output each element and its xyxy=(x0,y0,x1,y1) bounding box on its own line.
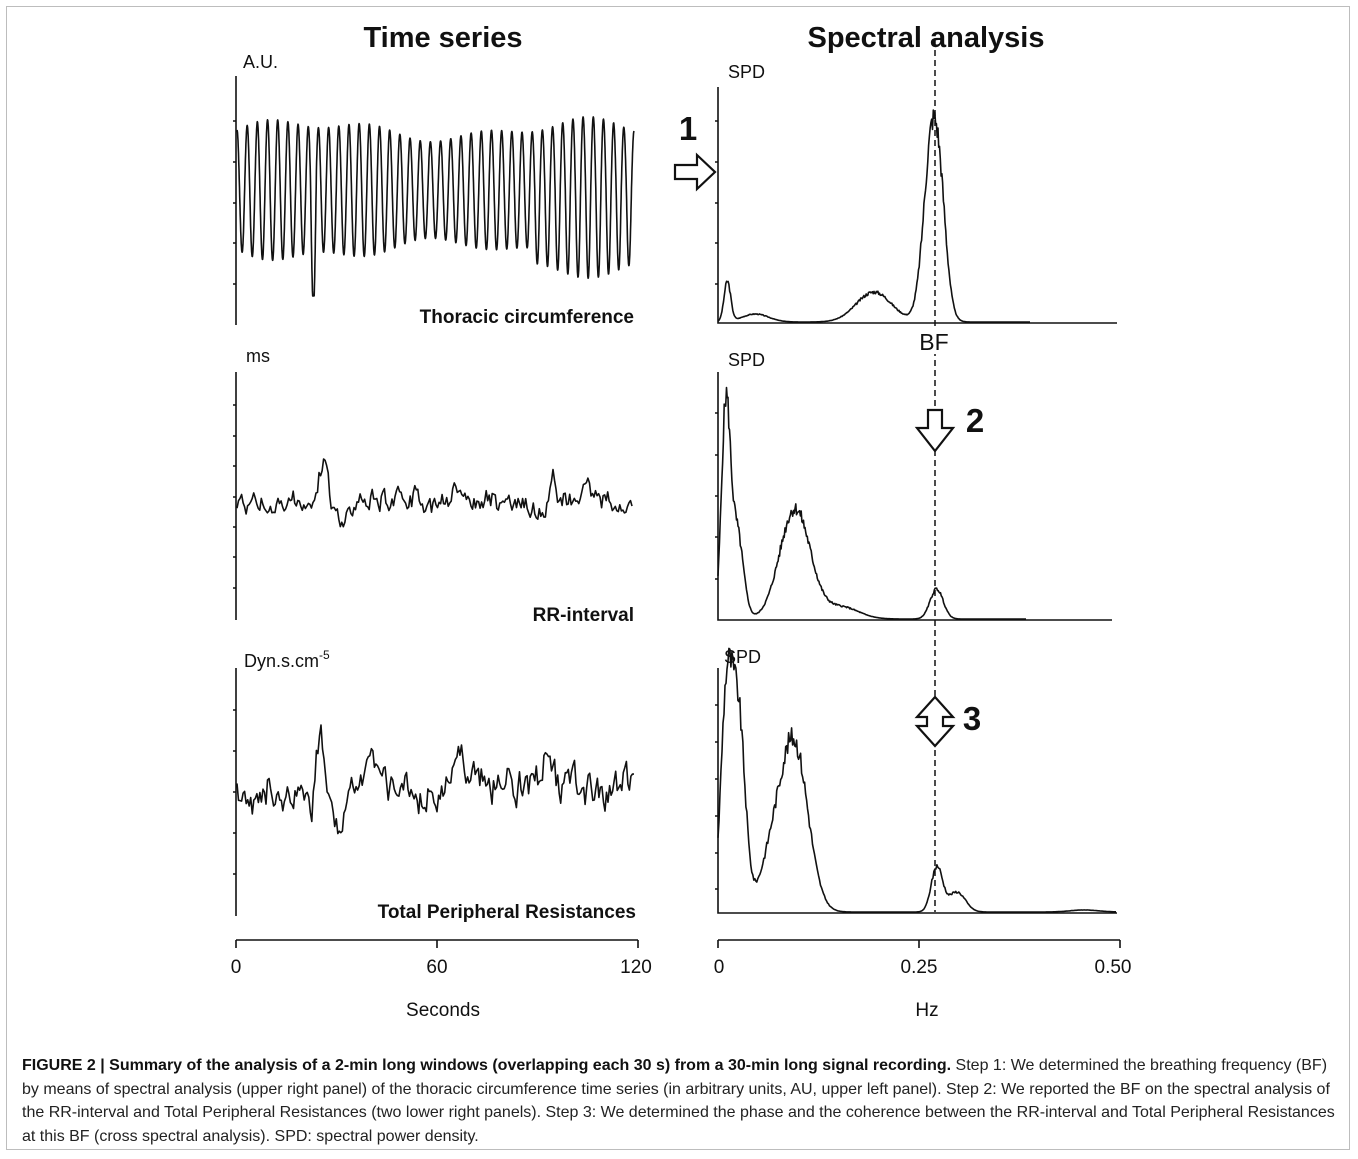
time-x-axis-title: Seconds xyxy=(406,1000,480,1021)
caption-label: FIGURE 2 | Summary of the analysis of a … xyxy=(22,1057,952,1074)
thoracic-spectrum-trace xyxy=(717,109,1030,323)
rr-y-axis xyxy=(233,372,237,620)
step-2-number: 2 xyxy=(966,402,984,439)
time-tick-120: 120 xyxy=(620,957,652,978)
spectral-analysis-title: Spectral analysis xyxy=(808,22,1045,54)
time-x-axis: 0 60 120 Seconds xyxy=(231,939,652,1021)
thoracic-trace xyxy=(236,116,635,297)
tpr-spd-axes xyxy=(715,668,1117,914)
thoracic-unit-label: A.U. xyxy=(243,52,278,72)
tpr-y-axis xyxy=(233,668,237,916)
tpr-time-panel: Dyn.s.cm-5 Total Peripheral Resistances xyxy=(233,648,636,923)
time-tick-60: 60 xyxy=(426,957,447,978)
figure-caption: FIGURE 2 | Summary of the analysis of a … xyxy=(22,1054,1338,1148)
freq-x-axis-line xyxy=(717,939,1121,948)
time-series-title: Time series xyxy=(363,22,522,54)
bf-label: BF xyxy=(919,329,948,355)
figure-frame xyxy=(6,6,1350,1150)
tpr-panel-name: Total Peripheral Resistances xyxy=(378,902,636,923)
freq-x-axis-title: Hz xyxy=(915,1000,938,1021)
step-2-down-arrow-icon xyxy=(914,408,956,453)
tpr-trace xyxy=(236,724,635,835)
step-3-number: 3 xyxy=(963,700,981,737)
rr-trace xyxy=(236,458,633,528)
time-x-axis-line xyxy=(235,939,639,948)
rr-panel-name: RR-interval xyxy=(533,605,634,626)
step-1-right-arrow-icon xyxy=(673,152,717,192)
tpr-unit-sup: -5 xyxy=(319,648,330,662)
thoracic-time-panel: A.U. Thoracic circumference xyxy=(233,52,635,328)
thoracic-spd-label: SPD xyxy=(728,62,765,82)
step-1-number: 1 xyxy=(679,110,697,147)
rr-spectrum-panel: SPD xyxy=(715,350,1112,621)
thoracic-spectrum-panel: SPD xyxy=(715,62,1117,324)
rr-time-panel: ms RR-interval xyxy=(233,346,634,626)
freq-tick-0: 0 xyxy=(714,957,725,978)
tpr-spectrum-panel: SPD xyxy=(715,647,1117,914)
time-tick-0: 0 xyxy=(231,957,242,978)
thoracic-y-axis xyxy=(233,76,237,325)
figure-2: Time series Spectral analysis A.U. Thora… xyxy=(231,22,1132,1021)
caption-text: Step 1: We determined the breathing freq… xyxy=(22,1057,1335,1145)
tpr-unit-label: Dyn.s.cm-5 xyxy=(244,648,330,671)
rr-unit-label: ms xyxy=(246,346,270,366)
rr-spd-label: SPD xyxy=(728,350,765,370)
thoracic-spd-axes xyxy=(715,87,1117,324)
tpr-spectrum-trace xyxy=(717,647,1116,913)
freq-x-axis: 0 0.25 0.50 Hz xyxy=(714,939,1132,1021)
tpr-unit-base: Dyn.s.cm xyxy=(244,651,319,671)
rr-spectrum-trace xyxy=(717,386,1026,620)
rr-spd-axes xyxy=(715,372,1112,621)
step-3-double-arrow-icon xyxy=(914,695,956,748)
freq-tick-050: 0.50 xyxy=(1095,957,1132,978)
freq-tick-025: 0.25 xyxy=(901,957,938,978)
thoracic-panel-name: Thoracic circumference xyxy=(420,307,634,328)
bf-label-background xyxy=(914,328,956,354)
